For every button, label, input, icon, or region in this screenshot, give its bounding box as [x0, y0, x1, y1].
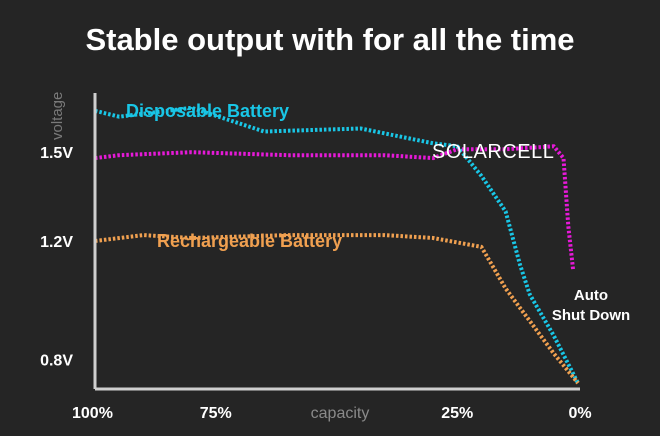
y-tick-label-0: 1.5V — [40, 145, 73, 162]
x-tick-label-0: 100% — [72, 405, 113, 422]
annotation-shut-down: Shut Down — [552, 307, 630, 324]
y-tick-label-1: 1.2V — [40, 234, 73, 251]
x-tick-label-3: 0% — [568, 405, 591, 422]
x-tick-label-2: 25% — [441, 405, 473, 422]
series-lines — [94, 105, 580, 385]
annotation-auto: Auto — [574, 287, 608, 304]
series-line-0 — [94, 105, 580, 385]
x-tick-label-1: 75% — [200, 405, 232, 422]
series-label-rechargeable: Rechargeable Battery — [157, 231, 342, 251]
x-tick-labels: 100% 75% 25% 0% — [72, 405, 592, 422]
x-axis-label: capacity — [311, 405, 370, 422]
series-line-1 — [94, 144, 576, 271]
chart-title: Stable output with for all the time — [85, 22, 575, 57]
y-tick-labels: 1.5V 1.2V 0.8V — [40, 145, 73, 369]
series-label-solarcell: SOLARCELL — [432, 141, 554, 163]
y-tick-label-2: 0.8V — [40, 352, 73, 369]
series-label-disposable: Disposable Battery — [126, 101, 289, 121]
y-axis-label: voltage — [49, 92, 66, 140]
series-line-2 — [94, 233, 580, 385]
